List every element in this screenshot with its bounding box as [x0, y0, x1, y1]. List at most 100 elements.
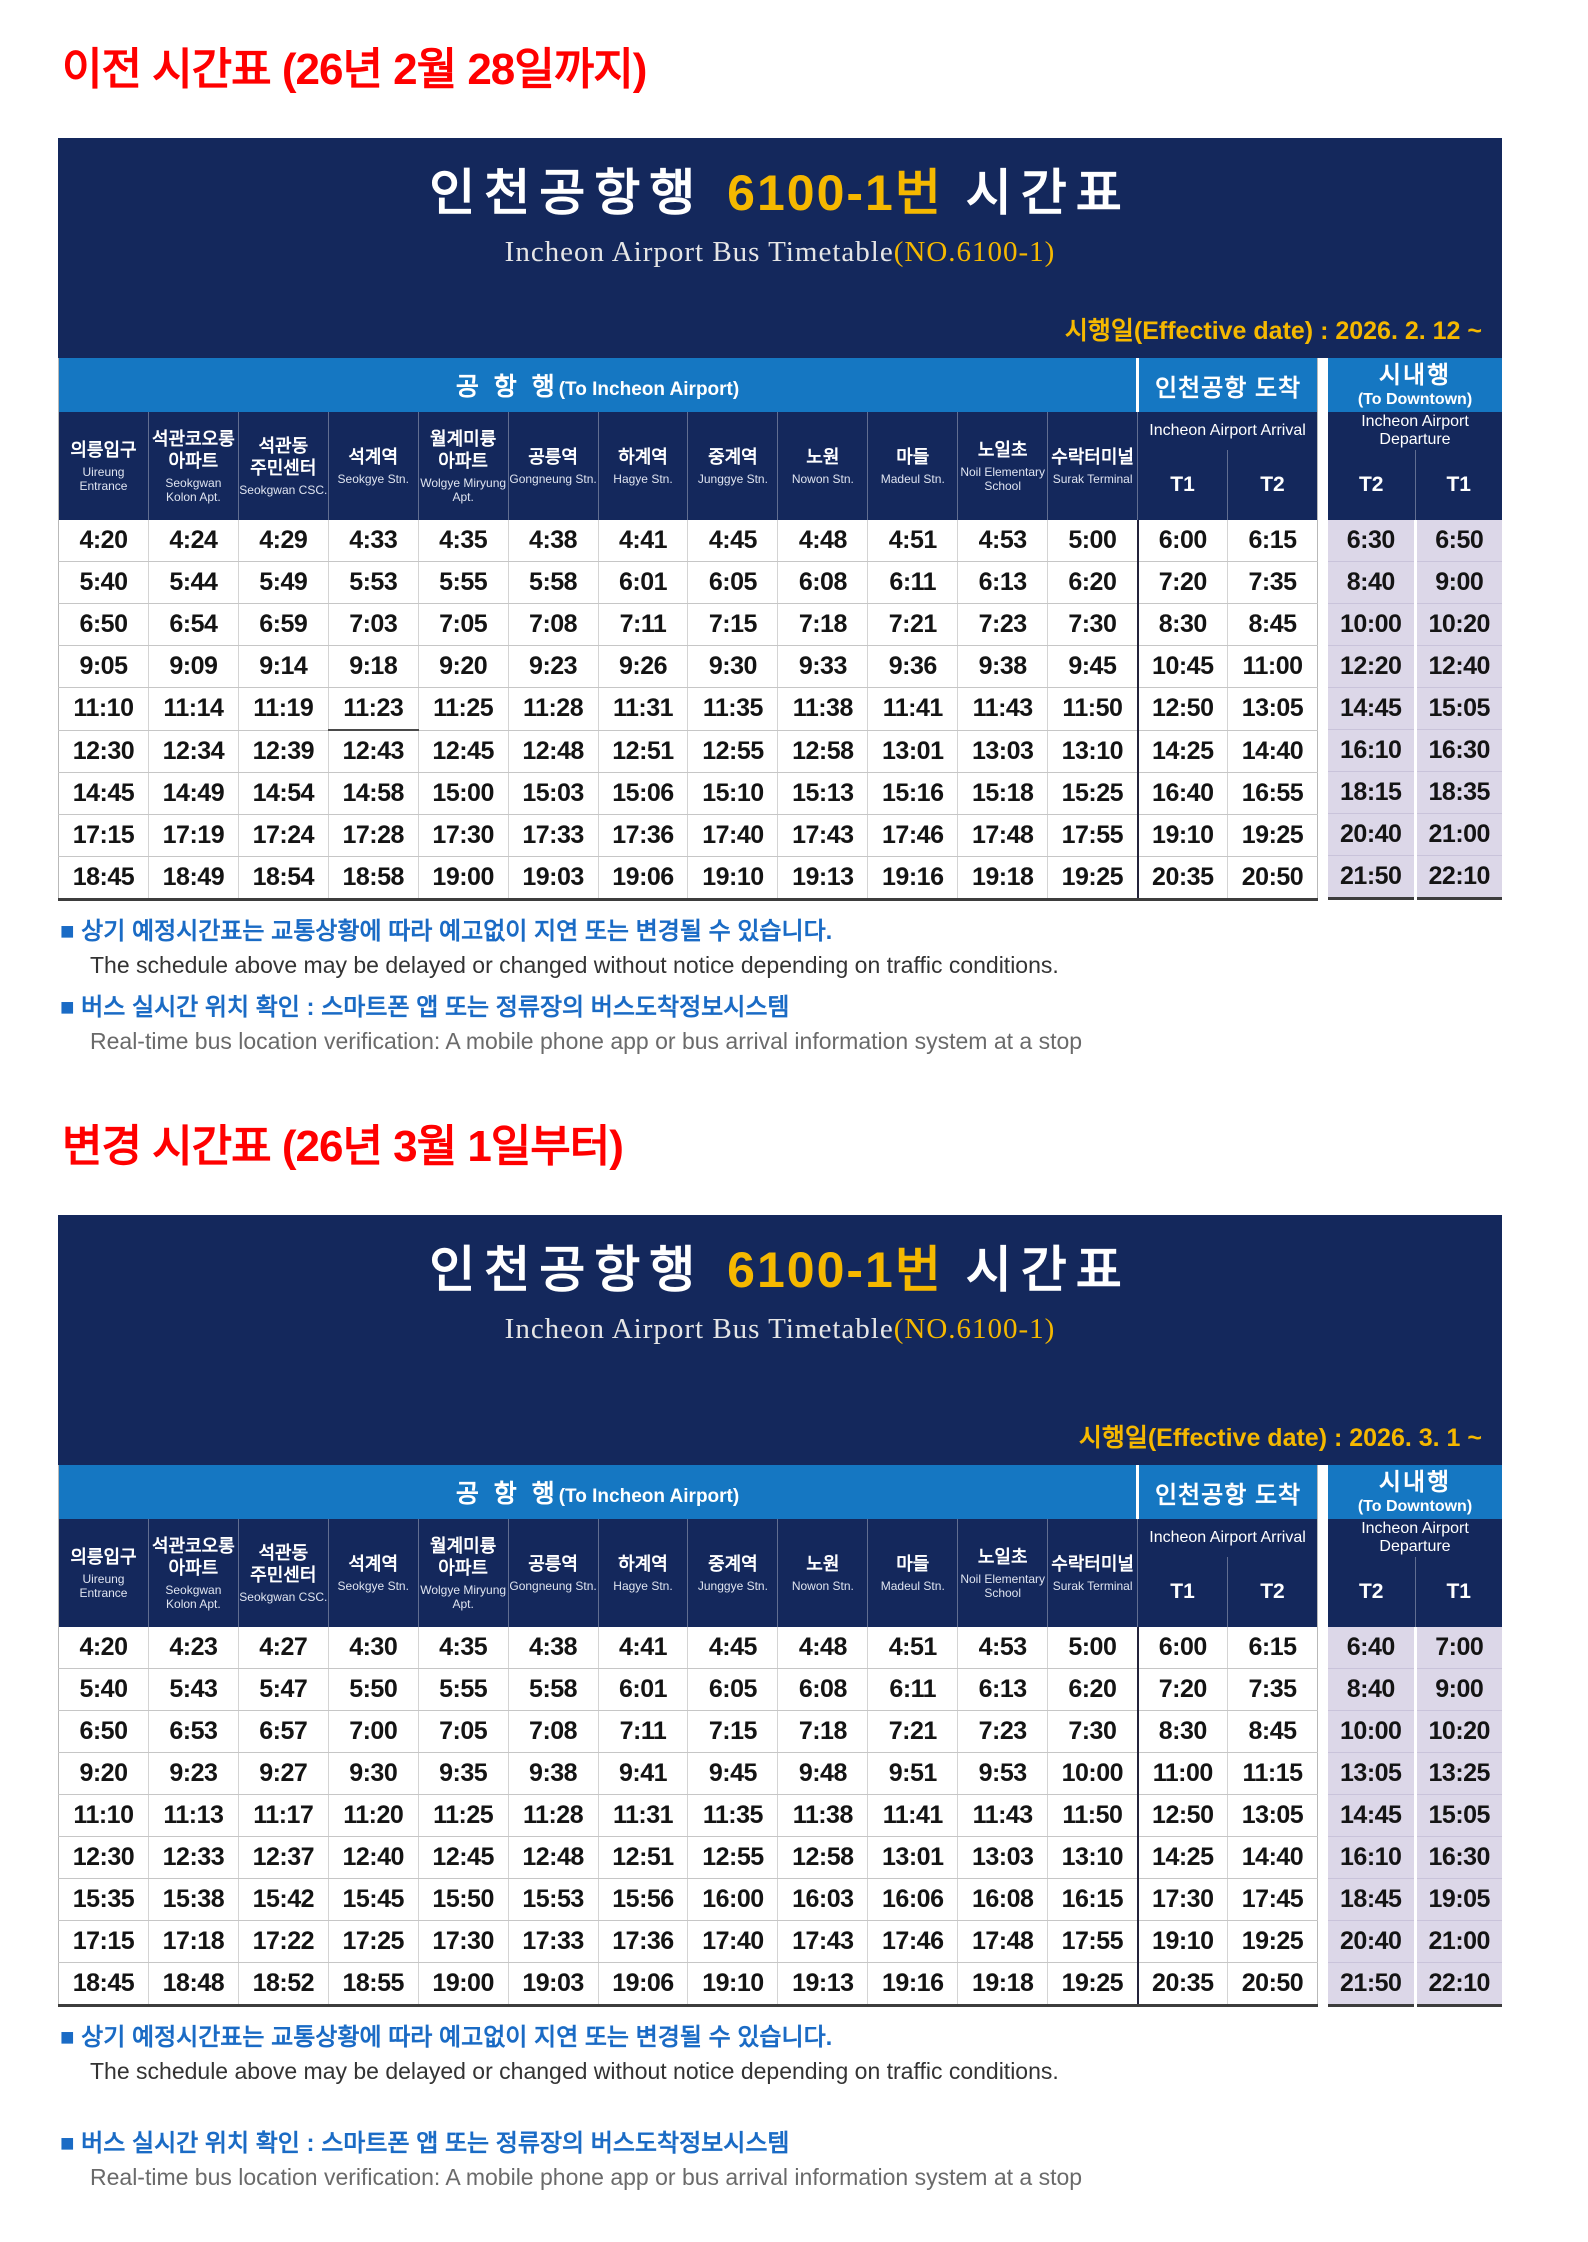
time-cell: 17:24 [237, 814, 329, 857]
stop-header: 의릉입구 Uireung Entrance [58, 1519, 149, 1627]
time-cell: 11:25 [417, 687, 509, 731]
time-cell: 13:05 [1226, 687, 1318, 731]
time-cell: 7:21 [867, 603, 958, 646]
time-row: 18:15 18:35 [1328, 771, 1502, 814]
timetable-body: 공 항 행(To Incheon Airport) 인천공항 도착 의릉입구 Uire… [58, 358, 1502, 901]
time-row: 6:40 7:00 [1328, 1627, 1502, 1669]
time-cell: 18:45 [1328, 1878, 1417, 1921]
time-row: 14:45 15:05 [1328, 687, 1502, 730]
time-cell: 9:45 [1047, 645, 1138, 688]
time-cell: 11:13 [147, 1794, 239, 1837]
time-cell: 15:03 [507, 772, 599, 815]
time-cell: 6:11 [867, 1668, 958, 1711]
time-row: 17:15 17:18 17:22 17:25 17:30 17:33 17:36 17:40… [58, 1920, 1318, 1963]
time-cell: 7:00 [1415, 1627, 1502, 1669]
time-cell: 12:33 [147, 1836, 239, 1879]
time-cell: 7:08 [507, 1710, 599, 1753]
time-cell: 11:00 [1136, 1752, 1228, 1795]
time-cell: 20:40 [1328, 813, 1417, 856]
time-cell: 7:35 [1226, 1668, 1318, 1711]
time-cell: 9:33 [777, 645, 868, 688]
stop-header: 수락터미널 Surak Terminal [1047, 412, 1138, 520]
time-cell: 6:08 [777, 1668, 868, 1711]
time-row: 6:50 6:53 6:57 7:00 7:05 7:08 7:11 7:15 7:18 7:21… [58, 1710, 1318, 1753]
time-cell: 17:46 [867, 814, 958, 857]
time-cell: 11:25 [417, 1794, 509, 1837]
table-title: 인천공항행 6100-1번 시간표 [72, 162, 1488, 224]
time-cell: 21:50 [1328, 855, 1417, 899]
time-cell: 7:20 [1136, 1668, 1228, 1711]
time-cell: 14:40 [1226, 1836, 1318, 1879]
time-cell: 10:20 [1415, 603, 1502, 646]
time-cell: 19:10 [687, 856, 778, 900]
stop-header: 석계역 Seokgye Stn. [327, 412, 419, 520]
timetable-notice-page: 이전 시간표 (26년 2월 28일까지) 인천공항행 6100-1번 시간표 … [58, 45, 1502, 2190]
time-cell: 5:40 [58, 561, 149, 604]
time-cell: 11:14 [147, 687, 239, 731]
airport-arrival-header: 인천공항 도착 [1136, 358, 1318, 412]
time-cell: 19:06 [597, 856, 688, 900]
stop-header: 중계역 Junggye Stn. [687, 412, 778, 520]
time-cell: 14:45 [58, 772, 149, 815]
airport-arrival-header: 인천공항 도착 [1136, 1465, 1318, 1519]
table-title-route: 인천공항행 [429, 165, 705, 221]
to-airport-header: 공 항 행(To Incheon Airport) [58, 1465, 1138, 1519]
terminal-header-row: T1 T2 [59, 1557, 1318, 1627]
time-cell: 15:35 [58, 1878, 149, 1921]
time-cell: 20:40 [1328, 1920, 1417, 1963]
time-cell: 19:13 [777, 856, 868, 900]
time-cell: 19:16 [867, 856, 958, 900]
time-cell: 5:40 [58, 1668, 149, 1711]
time-cell: 4:53 [957, 520, 1048, 562]
time-cell: 19:25 [1226, 1920, 1318, 1963]
group-header-row: 시내행 (To Downtown) [1328, 1465, 1502, 1519]
time-row: 5:40 5:44 5:49 5:53 5:55 5:58 6:01 6:05 6:08 6:11… [58, 561, 1318, 604]
time-row: 8:40 9:00 [1328, 1668, 1502, 1711]
time-row: 6:30 6:50 [1328, 520, 1502, 562]
time-cell: 6:08 [777, 561, 868, 604]
time-cell: 17:33 [507, 814, 599, 857]
time-cell: 6:30 [1328, 520, 1417, 562]
time-cell: 5:44 [147, 561, 239, 604]
time-cell: 9:38 [507, 1752, 599, 1795]
time-cell: 11:00 [1226, 645, 1318, 688]
time-cell: 11:50 [1047, 1794, 1138, 1837]
time-cell: 12:51 [597, 1836, 688, 1879]
time-cell: 19:03 [507, 1962, 599, 2006]
time-cell: 17:30 [417, 814, 509, 857]
stop-header: 마들 Madeul Stn. [867, 1519, 958, 1627]
time-cell: 16:15 [1047, 1878, 1138, 1921]
time-cell: 22:10 [1415, 855, 1502, 899]
stop-header: 중계역 Junggye Stn. [687, 1519, 778, 1627]
time-row: 14:45 15:05 [1328, 1794, 1502, 1837]
time-cell: 9:51 [867, 1752, 958, 1795]
time-cell: 4:20 [58, 1627, 149, 1669]
time-cell: 19:00 [417, 856, 509, 900]
time-cell: 13:01 [867, 1836, 958, 1879]
time-cell: 18:55 [327, 1962, 419, 2006]
stop-header: 석관동 주민센터 Seokgwan CSC. [237, 412, 329, 520]
time-cell: 4:29 [237, 520, 329, 562]
time-cell: 9:30 [327, 1752, 419, 1795]
time-cell: 5:43 [147, 1668, 239, 1711]
time-cell: 21:50 [1328, 1962, 1417, 2006]
time-cell: 4:35 [417, 520, 509, 562]
time-cell: 19:25 [1226, 814, 1318, 857]
time-cell: 18:15 [1328, 771, 1417, 814]
time-row: 4:20 4:23 4:27 4:30 4:35 4:38 4:41 4:45 4:48 4:51… [58, 1627, 1318, 1669]
terminal-header-row: T2 T1 [1328, 1557, 1502, 1627]
time-cell: 6:20 [1047, 1668, 1138, 1711]
terminal-header-row: T1 T2 [59, 450, 1318, 520]
time-cell: 18:54 [237, 856, 329, 900]
time-cell: 6:13 [957, 561, 1048, 604]
time-cell: 7:23 [957, 1710, 1048, 1753]
time-cell: 11:35 [687, 687, 778, 731]
downtown-header: 시내행 (To Downtown) [1328, 358, 1502, 412]
time-cell: 12:55 [687, 1836, 778, 1879]
time-cell: 16:10 [1328, 1836, 1417, 1879]
time-cell: 18:52 [237, 1962, 329, 2006]
time-cell: 17:40 [687, 1920, 778, 1963]
time-cell: 4:35 [417, 1627, 509, 1669]
time-cell: 4:38 [507, 520, 599, 562]
time-cell: 7:30 [1047, 603, 1138, 646]
